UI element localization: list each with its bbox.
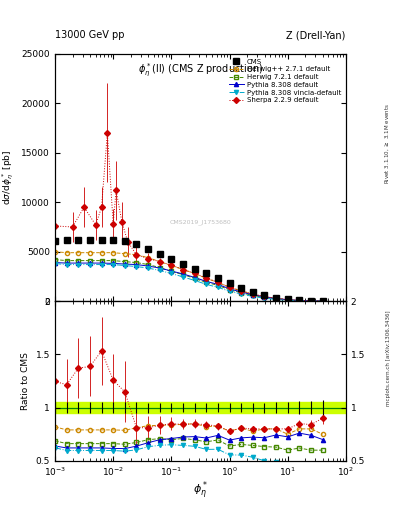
- Y-axis label: d$\sigma$/d$\phi^*_{\eta}$ [pb]: d$\sigma$/d$\phi^*_{\eta}$ [pb]: [0, 150, 16, 205]
- Text: CMS2019_J1753680: CMS2019_J1753680: [169, 219, 231, 225]
- Text: 13000 GeV pp: 13000 GeV pp: [55, 30, 125, 40]
- Text: $\phi^*_{\eta}$(ll) (CMS Z production): $\phi^*_{\eta}$(ll) (CMS Z production): [138, 61, 263, 78]
- Legend: CMS, Herwig++ 2.7.1 default, Herwig 7.2.1 default, Pythia 8.308 default, Pythia : CMS, Herwig++ 2.7.1 default, Herwig 7.2.…: [227, 57, 342, 104]
- X-axis label: $\phi^*_{\eta}$: $\phi^*_{\eta}$: [193, 479, 208, 502]
- Y-axis label: Ratio to CMS: Ratio to CMS: [21, 352, 30, 410]
- Text: Rivet 3.1.10, $\geq$ 3.1M events: Rivet 3.1.10, $\geq$ 3.1M events: [384, 103, 391, 184]
- Text: Z (Drell-Yan): Z (Drell-Yan): [286, 30, 346, 40]
- Text: mcplots.cern.ch [arXiv:1306.3436]: mcplots.cern.ch [arXiv:1306.3436]: [386, 311, 391, 406]
- Bar: [55, 402, 346, 413]
